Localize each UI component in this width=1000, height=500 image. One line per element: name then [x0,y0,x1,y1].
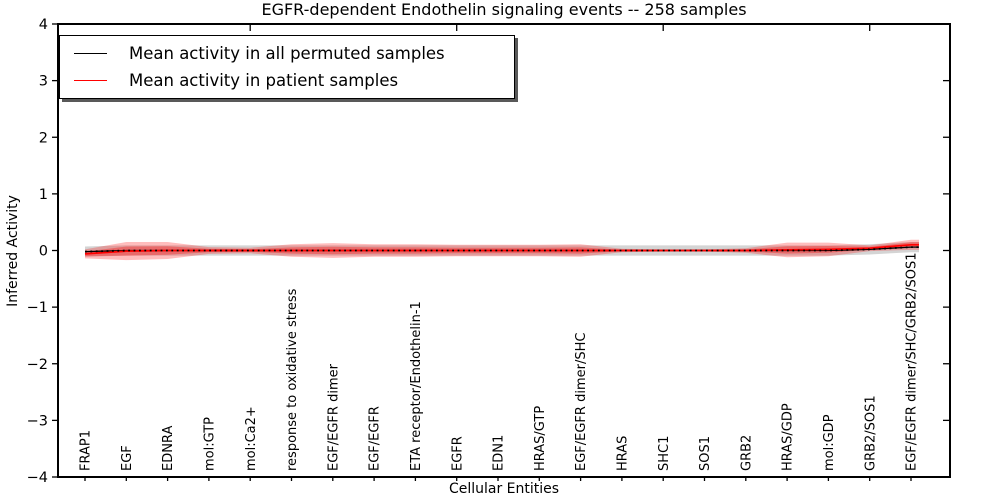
x-tick-label: ETA receptor/Endothelin-1 [409,301,424,471]
y-tick-label: −2 [27,357,48,373]
permuted-std-band [85,242,919,257]
x-tick-label: EGF/EGFR dimer/SHC [574,333,589,471]
x-tick-label: EGF/EGFR dimer [326,363,341,471]
x-tick-label: mol:Ca2+ [244,406,259,471]
y-tick-label: −4 [27,470,48,486]
patient-inner-band [85,242,919,257]
x-tick-label: SOS1 [698,436,713,471]
x-tick-label: GRB2 [739,435,754,471]
x-tick-label: mol:GDP [822,414,837,471]
x-tick-label: EGFR [450,436,465,471]
x-tick-label: EDNRA [161,426,176,471]
y-tick-label: 2 [39,130,48,146]
x-tick-label: EDN1 [492,435,507,471]
legend: Mean activity in all permuted samples Me… [59,35,515,99]
legend-label-permuted: Mean activity in all permuted samples [129,44,445,63]
y-tick-label: 3 [39,74,48,90]
x-tick-label: SHC1 [657,436,672,471]
x-tick-label: FRAP1 [79,430,94,471]
legend-label-patient: Mean activity in patient samples [129,71,399,90]
patient-line-swatch [74,80,107,81]
y-tick-label: 4 [39,17,48,33]
y-tick-label: −1 [27,300,48,316]
x-tick-label: response to oxidative stress [285,288,300,471]
x-tick-label: EGF/EGFR dimer/SHC/GRB2/SOS1 [905,253,920,472]
permuted-line-swatch [74,53,107,54]
x-tick-label: GRB2/SOS1 [863,395,878,471]
x-tick-label: EGF/EGFR [368,406,383,471]
x-tick-label: HRAS [615,436,630,471]
y-tick-label: 1 [39,187,48,203]
x-tick-label: mol:GTP [202,417,217,471]
x-tick-label: HRAS/GDP [781,403,796,471]
x-tick-label: HRAS/GTP [533,406,548,471]
zero-dotted-line [84,246,919,253]
chart-title: EGFR-dependent Endothelin signaling even… [261,0,747,19]
y-tick-label: −3 [27,413,48,429]
x-axis-label: Cellular Entities [448,481,560,497]
legend-item-patient: Mean activity in patient samples [60,71,514,90]
legend-item-permuted: Mean activity in all permuted samples [60,44,514,63]
x-tick-label: EGF [120,445,135,471]
y-tick-label: 0 [39,244,48,260]
